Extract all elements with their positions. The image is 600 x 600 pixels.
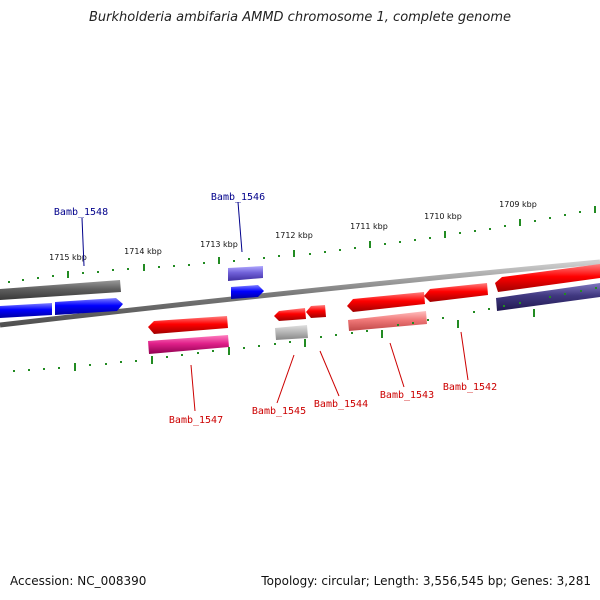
gene-arrow-forward[interactable] <box>55 298 123 315</box>
lower-scale-ticks <box>74 309 535 371</box>
tick-label: 1712 kbp <box>275 231 313 240</box>
gene-label-bamb-1547[interactable]: Bamb_1547 <box>169 415 223 426</box>
lower-scale-dots <box>13 287 597 372</box>
gene-label-bamb-1548[interactable]: Bamb_1548 <box>54 207 108 218</box>
label-leader-bamb-1545 <box>276 354 295 404</box>
tick-label: 1713 kbp <box>200 240 238 249</box>
gene-label-bamb-1546[interactable]: Bamb_1546 <box>211 192 265 203</box>
gene-arrow-forward[interactable] <box>0 303 52 318</box>
label-leader-bamb-1543 <box>389 342 405 388</box>
gene-arrow-forward[interactable] <box>495 264 600 292</box>
tick-label: 1710 kbp <box>424 212 462 221</box>
upper-scale-ticks <box>67 206 596 278</box>
label-leader-bamb-1546 <box>237 201 243 253</box>
accession-text: Accession: NC_008390 <box>10 574 147 588</box>
gene-label-bamb-1543[interactable]: Bamb_1543 <box>380 390 434 401</box>
gene-arrow-bamb-1547[interactable] <box>148 316 228 334</box>
tick-label: 1715 kbp <box>49 253 87 262</box>
topology-text: Topology: circular; Length: 3,556,545 bp… <box>261 574 591 588</box>
label-leader-bamb-1548 <box>81 217 85 267</box>
gene-arrow-bamb-1543[interactable] <box>347 292 425 312</box>
tick-label: 1714 kbp <box>124 247 162 256</box>
gene-arrow-bamb-1545[interactable] <box>274 308 306 321</box>
map-title: Burkholderia ambifaria AMMD chromosome 1… <box>88 10 512 25</box>
gene-arrow-bamb-1544[interactable] <box>306 305 326 318</box>
gene-arrow-reverse[interactable] <box>348 311 427 331</box>
gene-arrow-bamb-1548[interactable] <box>0 280 121 300</box>
label-leader-bamb-1547 <box>190 364 196 412</box>
chromosome-backbone <box>0 259 600 328</box>
gene-arrow-forward[interactable] <box>231 285 264 299</box>
tick-label: 1711 kbp <box>350 222 388 231</box>
label-leader-bamb-1544 <box>319 350 340 397</box>
gene-label-bamb-1542[interactable]: Bamb_1542 <box>443 382 497 393</box>
upper-scale-dots <box>8 211 581 283</box>
gene-label-bamb-1545[interactable]: Bamb_1545 <box>252 406 306 417</box>
tick-label: 1709 kbp <box>499 200 537 209</box>
label-leader-bamb-1542 <box>460 331 469 381</box>
gene-arrow-bamb-1542[interactable] <box>424 283 488 302</box>
gene-arrow-reverse[interactable] <box>275 325 308 340</box>
gene-arrow-bamb-1546[interactable] <box>228 266 263 281</box>
gene-label-bamb-1544[interactable]: Bamb_1544 <box>314 399 368 410</box>
gene-arrow-reverse[interactable] <box>496 283 600 311</box>
gene-arrow-reverse[interactable] <box>148 335 229 354</box>
